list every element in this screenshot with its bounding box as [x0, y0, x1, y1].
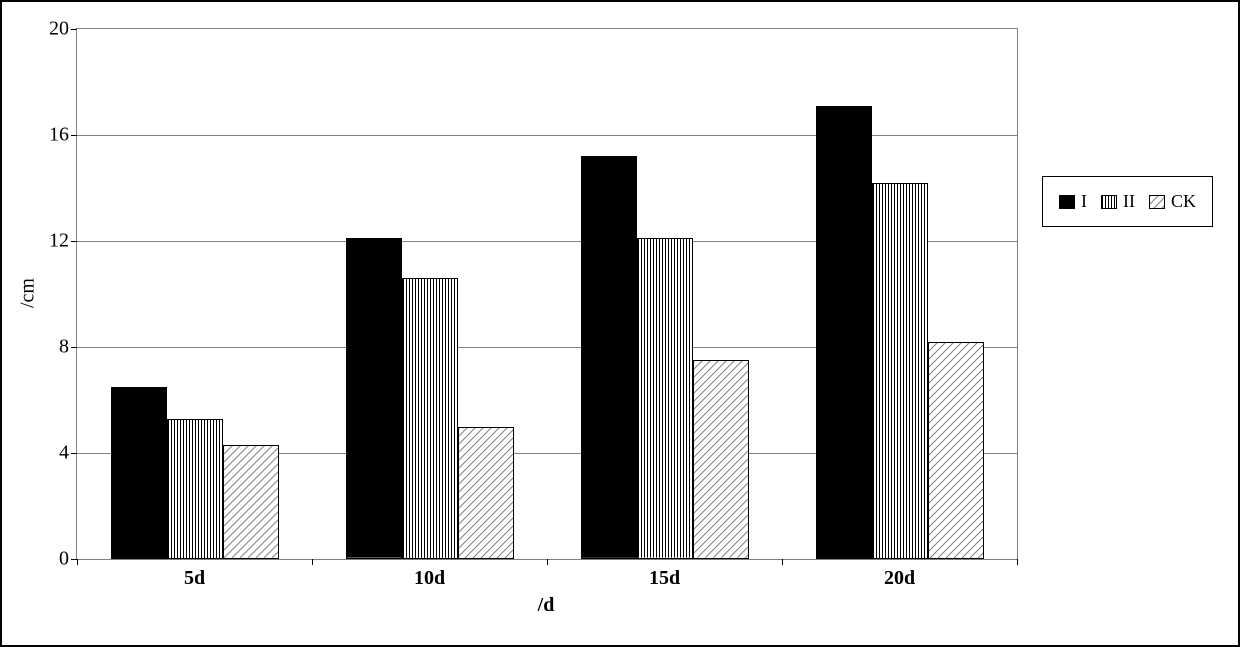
x-tick-label: 20d	[884, 559, 915, 590]
x-axis-title: /d	[538, 594, 555, 617]
bar-I	[111, 387, 167, 559]
y-tick-mark	[71, 29, 77, 30]
y-tick-mark	[71, 453, 77, 454]
legend-swatch	[1149, 195, 1165, 209]
legend-swatch	[1059, 195, 1075, 209]
y-axis-title: /cm	[17, 278, 40, 308]
bar-II	[167, 419, 223, 559]
x-tick-mark	[782, 559, 783, 565]
x-tick-mark	[77, 559, 78, 565]
y-tick-mark	[71, 241, 77, 242]
gridline	[77, 135, 1017, 136]
plot-area: 0481216205d10d15d20d	[76, 28, 1018, 560]
x-tick-mark	[547, 559, 548, 565]
legend-item-II: II	[1101, 191, 1135, 212]
bar-CK	[223, 445, 279, 559]
bar-II	[872, 183, 928, 559]
bar-CK	[458, 427, 514, 560]
legend-item-CK: CK	[1149, 191, 1196, 212]
legend-label: II	[1123, 191, 1135, 212]
bar-CK	[928, 342, 984, 559]
bar-II	[402, 278, 458, 559]
bar-I	[816, 106, 872, 559]
bar-CK	[693, 360, 749, 559]
x-tick-label: 10d	[414, 559, 445, 590]
chart-container: 0481216205d10d15d20d IIICK /cm /d	[0, 0, 1240, 647]
x-tick-label: 5d	[184, 559, 205, 590]
legend-label: CK	[1171, 191, 1196, 212]
legend-item-I: I	[1059, 191, 1087, 212]
x-tick-mark	[1017, 559, 1018, 565]
legend: IIICK	[1042, 176, 1213, 227]
y-tick-mark	[71, 135, 77, 136]
legend-swatch	[1101, 195, 1117, 209]
bar-II	[637, 238, 693, 559]
x-tick-label: 15d	[649, 559, 680, 590]
x-tick-mark	[312, 559, 313, 565]
bar-I	[346, 238, 402, 559]
bar-I	[581, 156, 637, 559]
legend-label: I	[1081, 191, 1087, 212]
y-tick-mark	[71, 347, 77, 348]
